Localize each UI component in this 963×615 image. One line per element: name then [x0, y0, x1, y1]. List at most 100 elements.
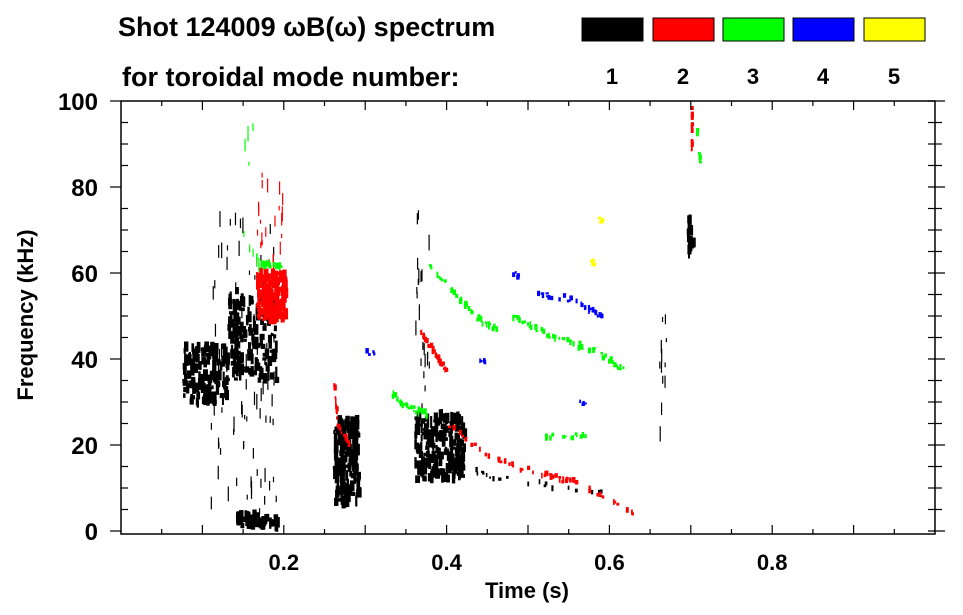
spectral-mark-mode-2 [264, 279, 268, 288]
spectral-mark-mode-1 [665, 338, 667, 343]
spectral-mark-mode-1 [209, 370, 214, 380]
y-tick-label: 80 [71, 175, 98, 202]
spectral-mark-mode-1 [275, 366, 278, 378]
spectral-mark-mode-3 [263, 262, 267, 268]
spectral-mark-mode-1 [228, 327, 231, 340]
spectral-mark-mode-3 [420, 408, 424, 414]
spectral-mark-mode-2 [257, 282, 262, 289]
spectral-mark-mode-1 [335, 485, 339, 493]
spectral-mark-mode-1 [248, 367, 251, 375]
spectral-mark-mode-4 [580, 301, 583, 305]
spectral-mark-mode-1 [247, 326, 251, 332]
spectral-mark-mode-3 [476, 317, 481, 322]
spectral-mark-mode-2 [631, 512, 634, 516]
spectral-mark-mode-3 [592, 349, 595, 353]
spectral-mark-mode-1 [236, 325, 241, 336]
spectral-mark-mode-2 [281, 286, 286, 293]
spectral-mark-mode-1 [269, 342, 271, 347]
spectral-mark-mode-1 [183, 363, 187, 375]
spectral-mark-mode-5 [592, 262, 597, 267]
spectral-mark-mode-3 [604, 353, 607, 358]
spectral-mark-mode-1 [243, 326, 247, 338]
spectral-mark-mode-2 [425, 338, 429, 344]
y-axis-label: Frequency (kHz) [13, 229, 38, 400]
spectral-mark-mode-1 [538, 479, 541, 485]
spectral-mark-mode-5 [591, 259, 594, 263]
spectral-mark-mode-3 [698, 151, 701, 155]
spectral-mark-mode-1 [206, 397, 210, 404]
spectral-mark-mode-3 [608, 358, 612, 364]
spectral-mark-mode-1 [265, 415, 267, 423]
spectral-mark-mode-1 [453, 412, 457, 424]
legend-swatch-mode-2 [652, 17, 715, 42]
spectral-mark-mode-1 [350, 419, 353, 428]
spectral-mark-mode-1 [461, 439, 465, 446]
spectral-mark-mode-1 [442, 423, 447, 433]
spectral-mark-mode-1 [426, 433, 430, 439]
spectral-mark-mode-1 [433, 454, 438, 466]
spectral-mark-mode-1 [262, 376, 266, 380]
spectral-mark-mode-2 [257, 310, 262, 317]
spectral-mark-mode-1 [425, 441, 428, 447]
spectral-mark-mode-2 [347, 441, 351, 446]
spectral-mark-mode-3 [619, 364, 622, 368]
spectral-mark-mode-1 [214, 345, 216, 361]
spectral-mark-mode-2 [256, 275, 260, 279]
spectral-mark-mode-1 [233, 322, 238, 329]
spectral-mark-mode-2 [259, 274, 263, 283]
spectral-mark-mode-3 [580, 344, 584, 350]
spectral-mark-mode-1 [433, 419, 436, 423]
spectral-mark-mode-1 [425, 423, 428, 430]
spectral-mark-mode-1 [250, 480, 253, 494]
spectral-mark-mode-1 [352, 454, 357, 459]
spectral-mark-mode-2 [599, 491, 602, 497]
spectral-mark-mode-1 [241, 309, 243, 319]
spectral-mark-mode-1 [428, 361, 430, 369]
spectral-mark-mode-2 [344, 434, 348, 441]
spectral-mark-mode-4 [514, 271, 517, 274]
spectral-mark-mode-1 [197, 377, 201, 384]
spectral-mark-mode-1 [262, 325, 267, 331]
spectral-mark-mode-2 [588, 485, 591, 491]
spectral-mark-mode-3 [404, 403, 409, 406]
spectral-mark-mode-2 [520, 468, 524, 471]
legend-swatch-mode-3 [722, 17, 785, 42]
spectral-mark-mode-1 [225, 375, 229, 385]
spectral-mark-mode-2 [271, 307, 276, 317]
spectral-mark-mode-1 [420, 441, 423, 451]
spectral-mark-mode-1 [273, 514, 279, 523]
spectral-mark-mode-1 [335, 439, 338, 445]
legend-label-mode-3: 3 [747, 64, 759, 89]
spectral-mark-mode-1 [252, 327, 256, 333]
spectral-mark-mode-1 [417, 278, 419, 285]
spectral-mark-mode-1 [354, 437, 358, 442]
spectral-mark-mode-1 [443, 431, 447, 437]
spectral-mark-mode-1 [185, 383, 190, 394]
spectral-mark-mode-2 [274, 215, 276, 227]
spectral-mark-mode-2 [267, 310, 273, 317]
spectral-mark-mode-1 [418, 268, 420, 284]
spectral-mark-mode-1 [423, 371, 425, 379]
spectral-mark-mode-3 [488, 321, 490, 328]
spectral-mark-mode-3 [476, 317, 479, 322]
spectral-mark-mode-1 [202, 369, 208, 381]
spectral-mark-mode-1 [254, 336, 259, 343]
spectral-mark-mode-1 [229, 311, 234, 315]
spectral-mark-mode-1 [459, 458, 464, 467]
spectral-mark-mode-1 [248, 295, 252, 306]
y-tick-label: 40 [71, 347, 98, 374]
spectral-mark-mode-1 [419, 461, 424, 471]
spectral-mark-mode-1 [427, 443, 430, 455]
spectral-mark-mode-2 [265, 227, 267, 237]
spectral-mark-mode-1 [440, 423, 445, 430]
spectral-mark-mode-1 [253, 370, 258, 376]
spectral-mark-mode-4 [600, 315, 604, 319]
spectral-mark-mode-1 [184, 341, 189, 352]
spectral-mark-mode-1 [354, 437, 359, 447]
spectral-mark-mode-1 [194, 366, 199, 373]
spectral-mark-mode-3 [543, 328, 545, 335]
spectral-mark-mode-2 [263, 268, 269, 280]
spectral-mark-mode-1 [253, 391, 256, 406]
spectral-mark-mode-4 [583, 305, 587, 311]
spectral-mark-mode-1 [348, 431, 351, 444]
